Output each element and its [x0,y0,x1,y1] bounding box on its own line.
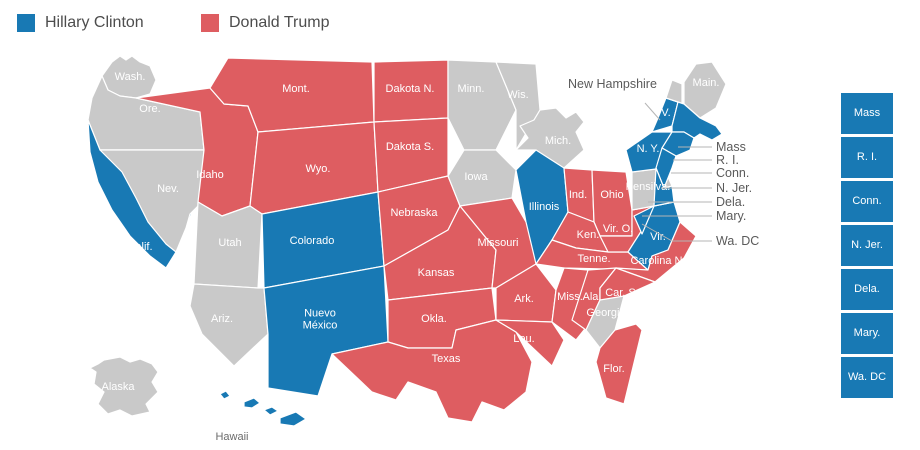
svg-text:Wa. DC: Wa. DC [716,234,759,248]
svg-text:Mary.: Mary. [716,209,746,223]
svg-text:New Hampshire: New Hampshire [568,77,657,91]
svg-text:Conn.: Conn. [716,166,749,180]
svg-text:N. Jer.: N. Jer. [716,181,752,195]
svg-text:R. I.: R. I. [716,153,739,167]
svg-text:Dela.: Dela. [716,195,745,209]
svg-text:Mass: Mass [716,140,746,154]
